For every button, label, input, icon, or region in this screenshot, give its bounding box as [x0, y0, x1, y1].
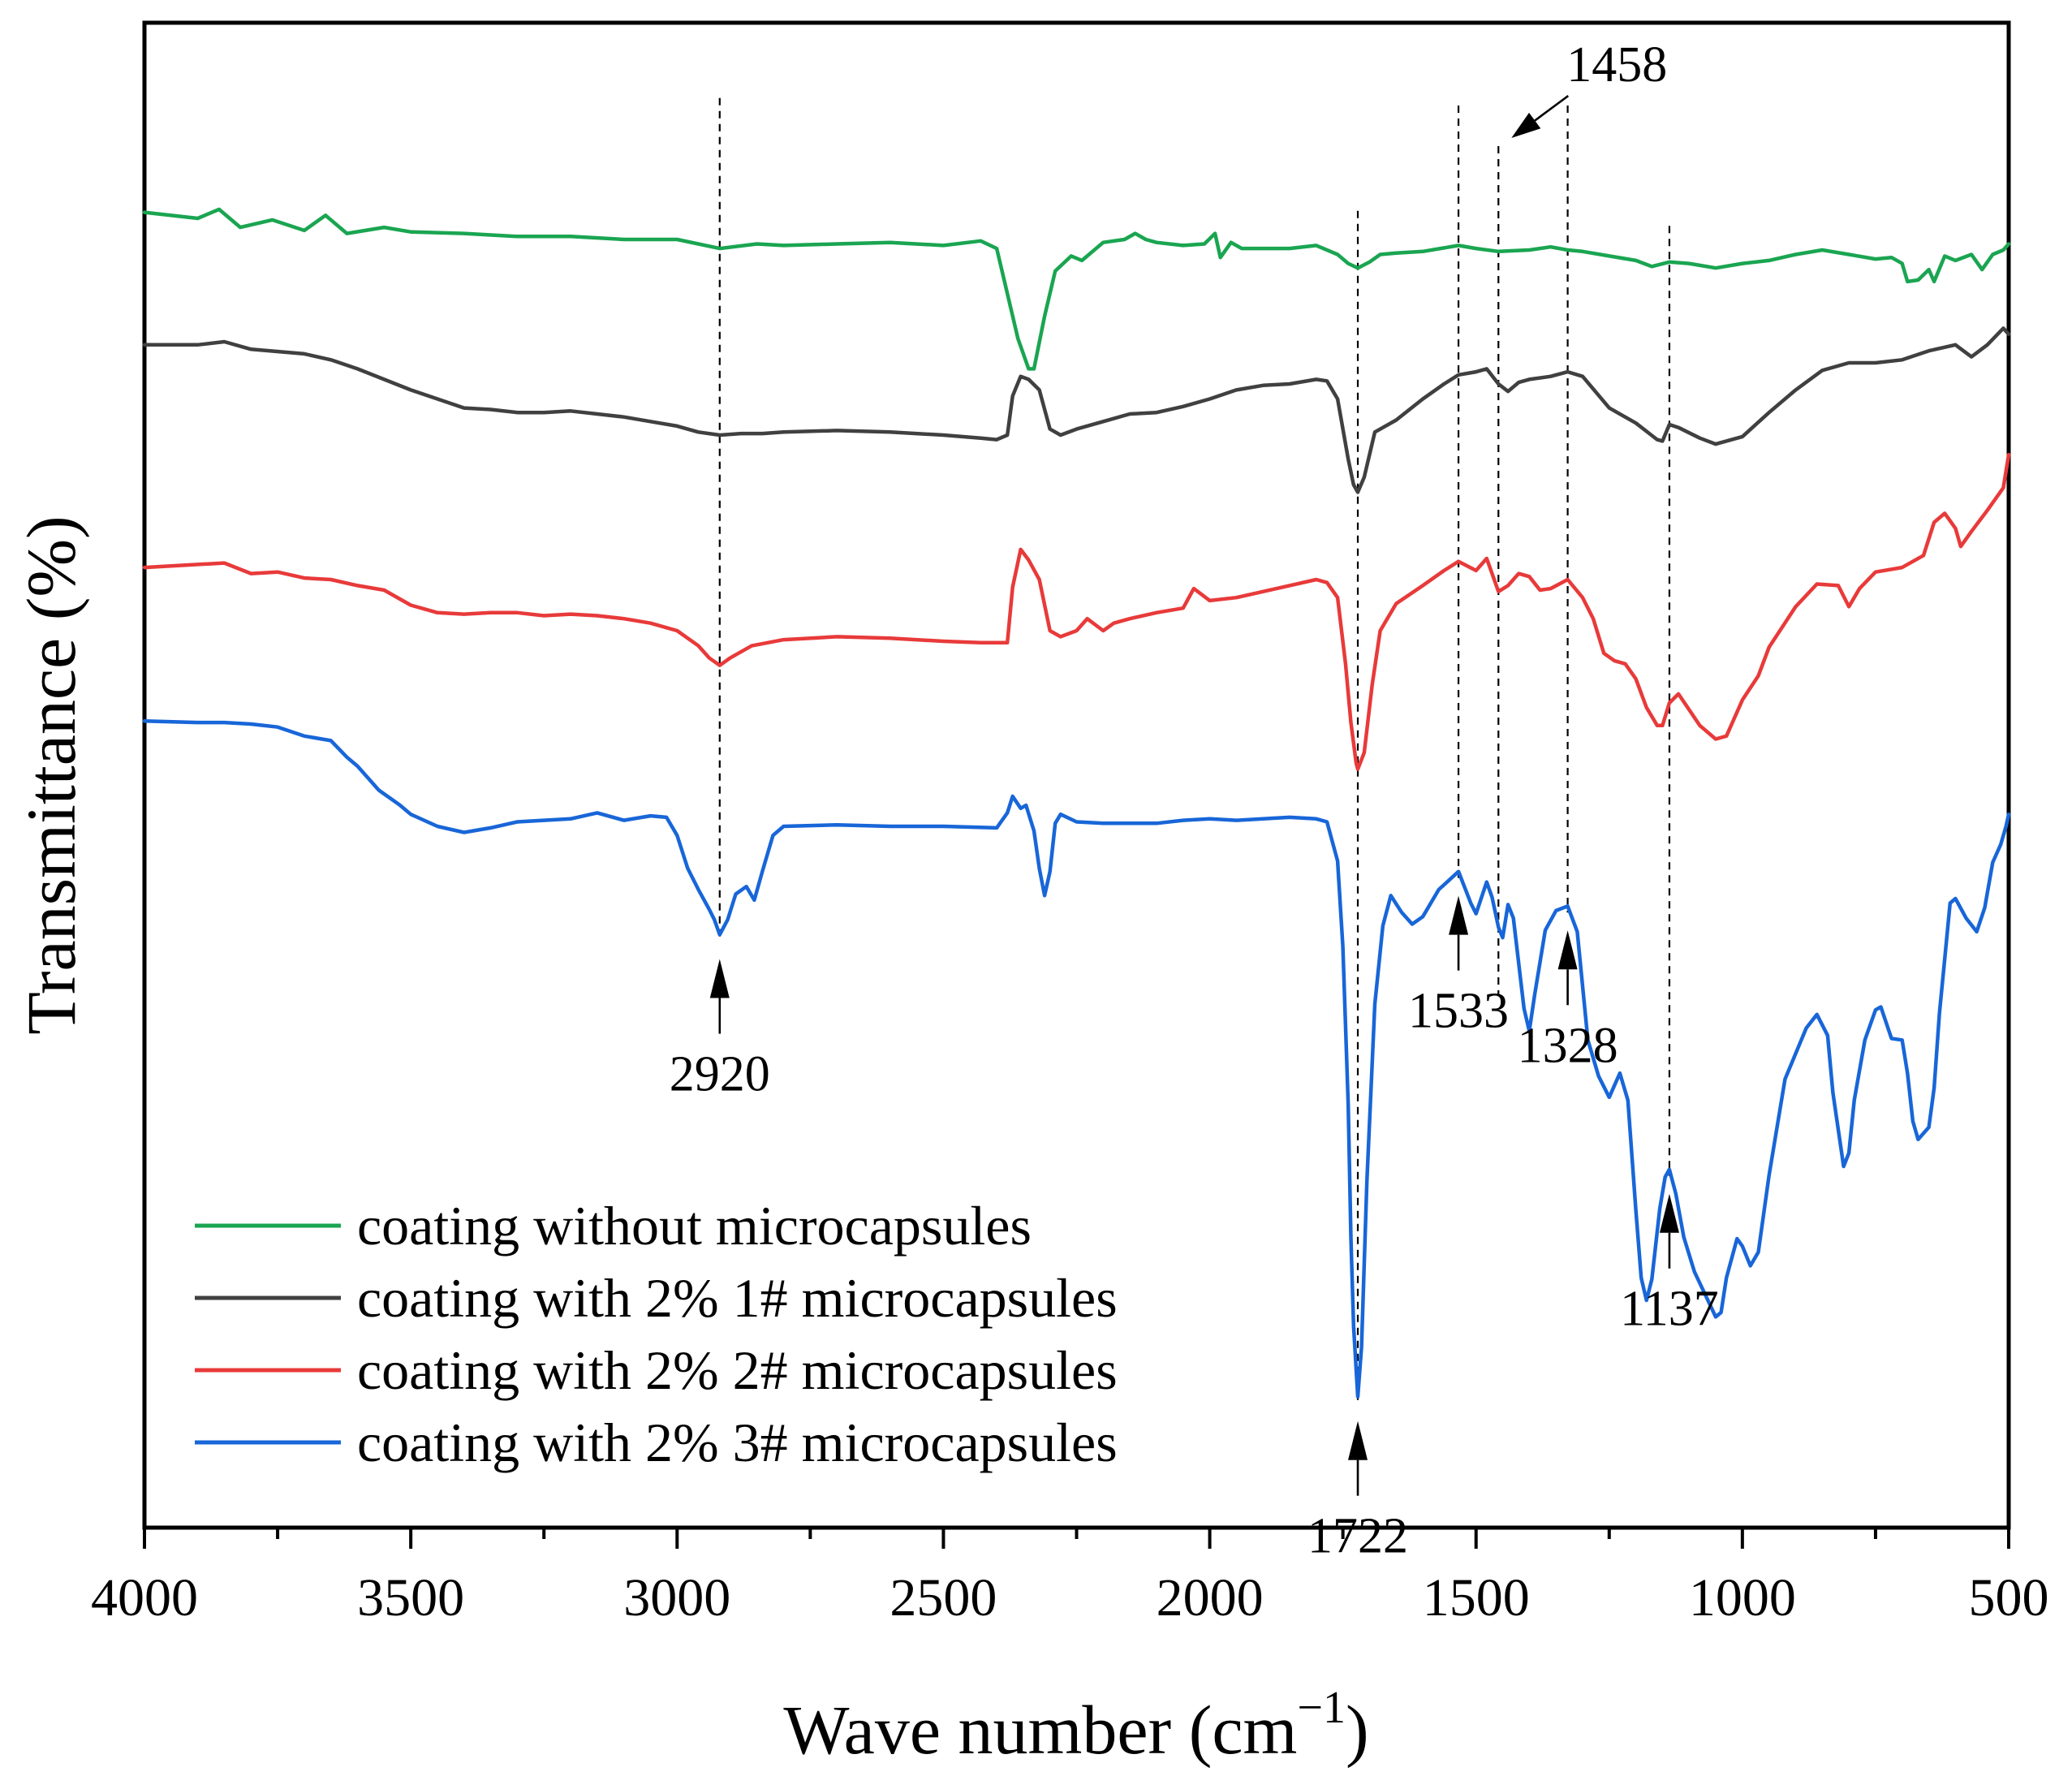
- peak-label-2920: 2920: [670, 1047, 770, 1102]
- legend-label-2: coating with 2% 1# microcapsules: [357, 1267, 1118, 1329]
- x-tick-label: 4000: [91, 1568, 198, 1627]
- arrow-head-1137: [1659, 1193, 1679, 1233]
- x-tick-labels: 4000 3500 3000 2500 2000 1500 1000 500: [91, 1568, 2049, 1627]
- arrow-head-2920: [709, 959, 730, 998]
- x-axis-title: Wave number (cm−1): [783, 1683, 1368, 1769]
- x-tick-label: 1000: [1689, 1568, 1796, 1627]
- x-axis: 4000 3500 3000 2500 2000 1500 1000 500: [91, 1528, 2049, 1627]
- x-tick-label: 3500: [357, 1568, 464, 1627]
- x-tick-label: 2500: [890, 1568, 997, 1627]
- arrow-head-1722: [1348, 1420, 1368, 1460]
- peak-label-1328: 1328: [1518, 1018, 1618, 1073]
- arrow-head-1458: [1511, 112, 1541, 139]
- peak-labels: 2920 1722 1533 1458 1328 1137: [670, 37, 1719, 1564]
- series-line-4: [142, 719, 2011, 1399]
- x-axis-title-text: Wave number (cm: [783, 1691, 1297, 1769]
- x-tick-label: 500: [1969, 1568, 2049, 1627]
- series-group: [142, 207, 2011, 1399]
- legend-label-4: coating with 2% 3# microcapsules: [357, 1412, 1118, 1473]
- x-axis-title-close: ): [1346, 1691, 1369, 1769]
- series-line-1: [142, 207, 2011, 371]
- x-axis-title-superscript: −1: [1297, 1683, 1346, 1733]
- arrow-head-1533: [1449, 895, 1469, 935]
- arrow-shaft-1458: [1534, 94, 1570, 122]
- legend-label-1: coating without microcapsules: [357, 1195, 1032, 1257]
- legend-label-3: coating with 2% 2# microcapsules: [357, 1339, 1118, 1401]
- arrow-head-1328: [1557, 930, 1578, 970]
- y-axis-title: Transmittance (%): [12, 515, 90, 1034]
- peak-label-1137: 1137: [1620, 1282, 1719, 1337]
- series-line-3: [142, 452, 2011, 771]
- x-tick-label: 2000: [1157, 1568, 1264, 1627]
- plot-area: 2920 1722 1533 1458 1328 1137: [142, 20, 2011, 1564]
- series-line-2: [142, 326, 2011, 494]
- peak-label-1458: 1458: [1566, 37, 1667, 93]
- peak-label-1722: 1722: [1307, 1509, 1408, 1564]
- x-tick-label: 1500: [1423, 1568, 1530, 1627]
- peak-label-1533: 1533: [1408, 984, 1509, 1039]
- peak-guide-lines: [718, 97, 1671, 1403]
- x-tick-label: 3000: [623, 1568, 730, 1627]
- legend: coating without microcapsules coating wit…: [195, 1195, 1118, 1473]
- x-ticks: [143, 1528, 2010, 1549]
- peak-arrows: [709, 94, 1679, 1496]
